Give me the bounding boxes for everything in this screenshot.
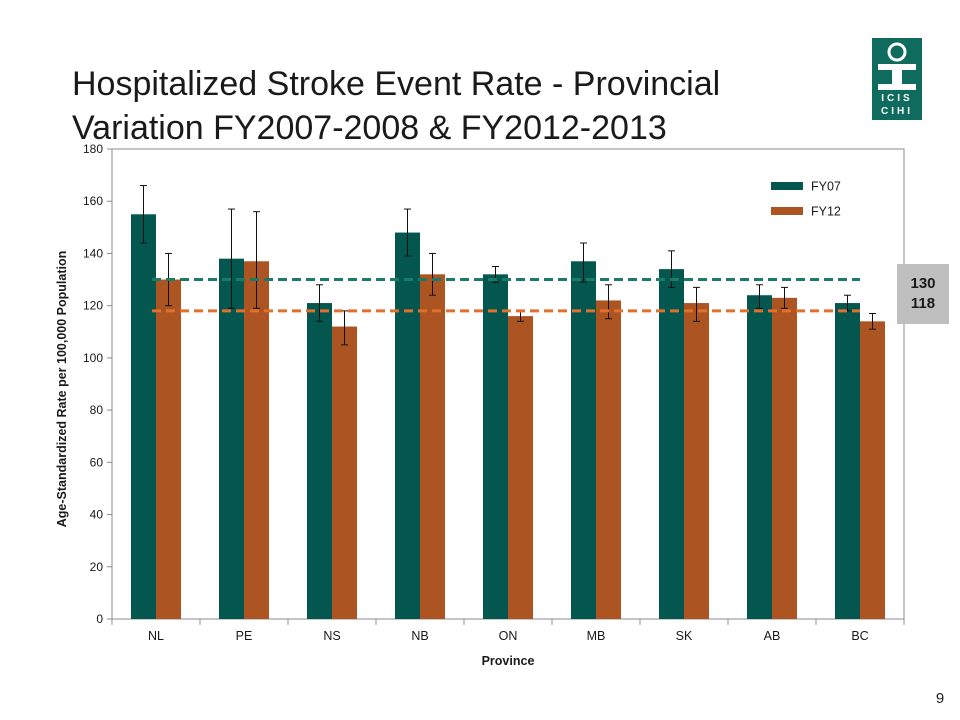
slide-title-line-2: Variation FY2007-2008 & FY2012-2013 xyxy=(72,109,667,147)
y-tick-label: 120 xyxy=(83,299,103,313)
logo-emblem-icon xyxy=(878,42,916,90)
x-tick-label: NL xyxy=(148,629,164,643)
reference-value-fy07: 130 xyxy=(910,275,936,292)
bar-fy12-pe xyxy=(244,261,269,619)
cihi-logo: ICIS CIHI xyxy=(872,38,922,120)
y-tick-label: 140 xyxy=(83,246,103,260)
x-tick-label: NB xyxy=(411,629,428,643)
x-tick-label: ON xyxy=(499,629,518,643)
x-tick-label: SK xyxy=(676,629,693,643)
bar-fy12-bc xyxy=(860,321,885,619)
reference-value-fy12: 118 xyxy=(910,295,936,312)
x-tick-label: AB xyxy=(764,629,781,643)
slide-title-line-1: Hospitalized Stroke Event Rate - Provinc… xyxy=(72,65,721,103)
x-tick-label: PE xyxy=(236,629,253,643)
bar-fy07-sk xyxy=(659,269,684,619)
y-tick-label: 160 xyxy=(83,194,103,208)
legend-label-fy12: FY12 xyxy=(811,205,841,219)
y-tick-label: 100 xyxy=(83,351,103,365)
page-number: 9 xyxy=(935,690,945,707)
x-axis-title: Province xyxy=(482,654,535,668)
legend-label-fy07: FY07 xyxy=(811,180,841,194)
bar-fy12-ab xyxy=(772,297,797,619)
x-tick-label: NS xyxy=(323,629,340,643)
x-tick-label: MB xyxy=(587,629,606,643)
bar-fy07-nb xyxy=(395,232,420,620)
legend-swatch-fy12 xyxy=(771,207,803,215)
bar-fy07-bc xyxy=(835,303,860,619)
y-tick-label: 180 xyxy=(83,142,103,156)
bar-fy12-nb xyxy=(420,274,445,619)
reference-values-badge: 130 118 xyxy=(897,264,949,324)
slide-title: Hospitalized Stroke Event Rate - Provinc… xyxy=(72,62,832,150)
y-tick-label: 60 xyxy=(90,455,104,469)
legend-swatch-fy07 xyxy=(771,182,803,190)
bar-fy07-nl xyxy=(131,214,156,619)
y-tick-label: 80 xyxy=(90,403,104,417)
y-tick-label: 0 xyxy=(96,612,103,626)
bar-fy12-mb xyxy=(596,300,621,619)
bar-fy12-sk xyxy=(684,303,709,619)
bar-fy07-ns xyxy=(307,303,332,619)
y-axis-title: Age-Standardized Rate per 100,000 Popula… xyxy=(55,251,69,527)
logo-text-cihi: CIHI xyxy=(881,106,913,117)
y-tick-label: 20 xyxy=(90,560,104,574)
bar-fy07-on xyxy=(483,274,508,619)
logo-text-icis: ICIS xyxy=(881,93,913,104)
bar-fy12-on xyxy=(508,316,533,619)
bar-fy07-pe xyxy=(219,258,244,619)
bar-fy07-ab xyxy=(747,295,772,619)
bar-fy12-nl xyxy=(156,279,181,619)
y-tick-label: 40 xyxy=(90,508,104,522)
bar-fy12-ns xyxy=(332,326,357,619)
x-tick-label: BC xyxy=(851,629,868,643)
bar-fy07-mb xyxy=(571,261,596,619)
